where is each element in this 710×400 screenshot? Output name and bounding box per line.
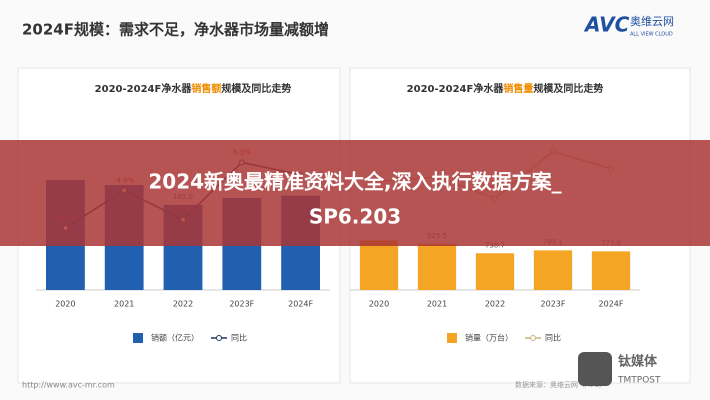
x-tick-label: 2024F	[599, 300, 624, 309]
x-tick-label: 2021	[427, 300, 447, 309]
chart-title-part: 规模及同比走势	[533, 82, 603, 95]
legend-marker	[216, 335, 222, 341]
legend-label: 销额（亿元）	[151, 333, 199, 343]
slide-title: 2024F规模：需求不足，净水器市场量减额增	[22, 21, 329, 39]
watermark: 钛媒体	[617, 354, 658, 370]
legend-swatch	[447, 333, 457, 343]
chart-title-part: 规模及同比走势	[221, 82, 291, 95]
x-tick-label: 2023F	[229, 300, 254, 309]
chart-title: 2020-2024F净水器销售量规模及同比走势	[407, 82, 604, 95]
x-tick-label: 2021	[114, 300, 134, 309]
bar	[359, 240, 399, 290]
source: 数据来源：奥维云网（AVC）	[515, 380, 606, 389]
chart-title-part: 2020-2024F净水器	[95, 82, 193, 95]
bar	[475, 253, 515, 290]
x-tick-label: 2022	[173, 300, 193, 309]
logo-en: ALL VIEW CLOUD	[630, 32, 673, 38]
bar	[591, 251, 631, 290]
legend-label: 同比	[545, 333, 561, 343]
chart-title-part: 2020-2024F净水器	[407, 82, 505, 95]
x-tick-label: 2022	[485, 300, 505, 309]
chart-title: 2020-2024F净水器销售额规模及同比走势	[95, 82, 292, 95]
x-tick-label: 2024F	[288, 300, 313, 309]
watermark-icon	[578, 352, 612, 386]
watermark-en: TMTPOST	[617, 376, 661, 386]
logo: AVC	[583, 13, 630, 37]
banner	[0, 140, 710, 246]
bar	[533, 250, 573, 290]
logo-cn: 奥维云网	[630, 14, 674, 28]
legend-label: 销量（万台）	[465, 333, 513, 343]
banner-text: 2024新奥最精准资料大全,深入执行数据方案_	[148, 170, 561, 194]
legend-marker	[530, 335, 536, 341]
chart-title-part: 销售额	[191, 82, 221, 95]
x-tick-label: 2020	[369, 300, 389, 309]
bar	[417, 243, 457, 290]
url: http://www.avc-mr.com	[22, 381, 115, 390]
legend-swatch	[133, 333, 143, 343]
legend-label: 同比	[231, 333, 247, 343]
banner-text: SP6.203	[309, 205, 401, 229]
x-tick-label: 2023F	[541, 300, 566, 309]
x-tick-label: 2020	[55, 300, 75, 309]
chart-title-part: 销售量	[503, 82, 533, 95]
